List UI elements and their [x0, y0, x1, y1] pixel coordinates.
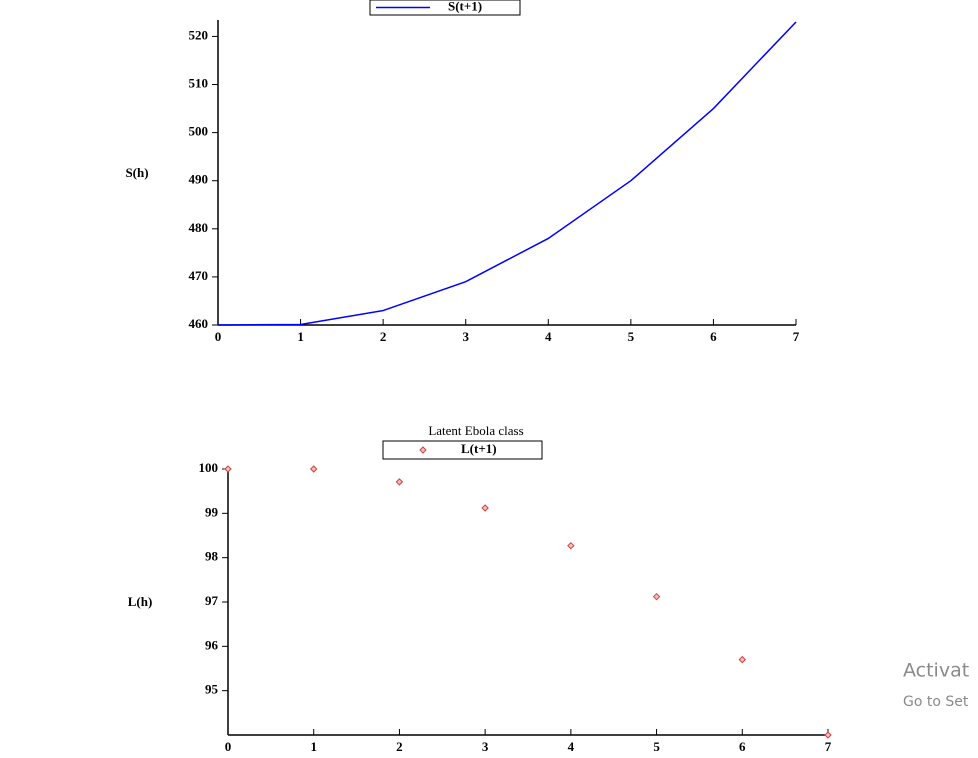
- x-tick-label: 7: [825, 739, 832, 754]
- y-tick-label: 97: [205, 593, 219, 608]
- legend-swatch: [419, 446, 427, 454]
- legend-box: [382, 440, 543, 460]
- y-tick-label: 480: [189, 220, 209, 235]
- y-tick-label: 98: [205, 549, 219, 564]
- data-point: [567, 541, 575, 550]
- data-point: [395, 478, 404, 486]
- x-tick-label: 5: [653, 739, 660, 754]
- y-tick-label: 99: [205, 504, 219, 519]
- chart-title: Latent Ebola class: [428, 423, 523, 438]
- legend-box: [369, 0, 521, 16]
- x-tick-label: 5: [628, 329, 635, 344]
- x-tick-label: 3: [482, 739, 489, 754]
- y-axis-label: L(h): [128, 594, 153, 609]
- y-tick-label: 470: [189, 268, 209, 283]
- legend-label: L(t+1): [461, 441, 497, 456]
- legend-label: S(t+1): [448, 0, 482, 13]
- x-tick-label: 7: [793, 329, 800, 344]
- data-point: [310, 465, 318, 473]
- data-point: [824, 731, 832, 739]
- data-point: [481, 504, 489, 512]
- x-tick-label: 1: [310, 739, 317, 754]
- y-tick-label: 100: [199, 460, 219, 475]
- data-point: [738, 655, 746, 664]
- watermark-subtitle: Go to Set: [903, 694, 969, 710]
- x-tick-label: 0: [215, 329, 222, 344]
- x-tick-label: 1: [297, 329, 304, 344]
- y-tick-label: 95: [205, 682, 219, 697]
- y-axis-label: S(h): [125, 165, 148, 180]
- y-tick-label: 500: [189, 124, 209, 139]
- y-tick-label: 490: [189, 172, 209, 187]
- data-point: [224, 465, 232, 473]
- watermark-title: Activat: [903, 660, 969, 682]
- x-tick-label: 2: [396, 739, 403, 754]
- data-point: [652, 592, 661, 601]
- y-tick-label: 460: [189, 316, 209, 331]
- x-tick-label: 3: [462, 329, 469, 344]
- x-tick-label: 2: [380, 329, 387, 344]
- x-tick-label: 6: [710, 329, 717, 344]
- x-tick-label: 4: [545, 329, 552, 344]
- data-line: [217, 21, 797, 326]
- x-tick-label: 4: [568, 739, 575, 754]
- y-tick-label: 96: [205, 637, 219, 652]
- y-tick-label: 510: [189, 76, 209, 91]
- x-tick-label: 0: [225, 739, 232, 754]
- y-tick-label: 520: [189, 27, 209, 42]
- x-tick-label: 6: [739, 739, 746, 754]
